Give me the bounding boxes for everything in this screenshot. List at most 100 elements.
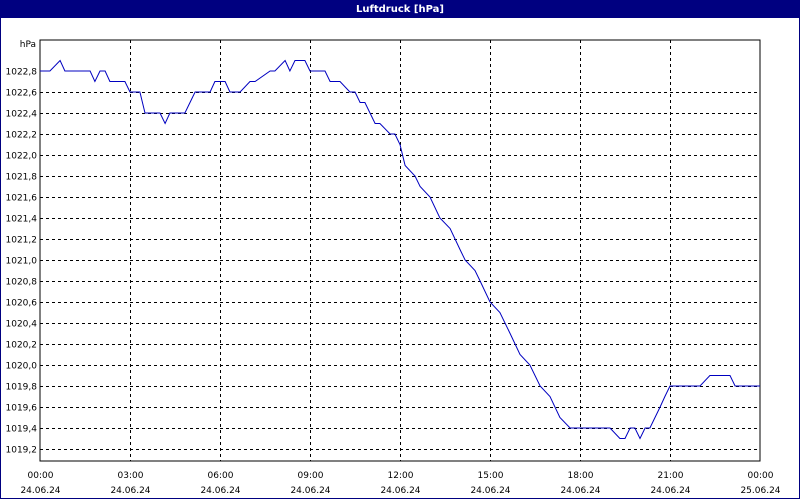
pressure-data-point xyxy=(90,70,91,71)
pressure-data-point xyxy=(129,91,130,92)
pressure-data-point xyxy=(609,427,610,428)
x-tick-time-label: 18:00 xyxy=(568,471,594,481)
pressure-data-point xyxy=(420,186,421,187)
pressure-data-point xyxy=(94,81,95,82)
pressure-data-point xyxy=(354,91,355,92)
pressure-data-point xyxy=(474,270,475,271)
x-tick-date-label: 24.06.24 xyxy=(650,486,690,496)
pressure-data-point xyxy=(624,438,625,439)
pressure-data-point xyxy=(294,60,295,61)
pressure-data-point xyxy=(364,102,365,103)
pressure-data-point xyxy=(660,406,661,407)
pressure-data-point xyxy=(429,196,430,197)
pressure-data-point xyxy=(664,396,665,397)
plot-area-border xyxy=(39,39,761,462)
pressure-data-point xyxy=(349,91,350,92)
grid-lines xyxy=(40,40,760,461)
pressure-data-point xyxy=(139,91,140,92)
x-tick-date-label: 24.06.24 xyxy=(20,486,60,496)
pressure-data-point xyxy=(489,301,490,302)
pressure-data-point xyxy=(619,438,620,439)
pressure-data-point xyxy=(379,123,380,124)
pressure-data-point xyxy=(465,259,466,260)
y-axis-unit-label: hPa xyxy=(20,40,36,50)
pressure-data-point xyxy=(699,385,700,386)
pressure-data-point xyxy=(630,427,631,428)
pressure-data-point xyxy=(394,133,395,134)
pressure-data-point xyxy=(124,81,125,82)
pressure-data-point xyxy=(159,112,160,113)
pressure-data-point xyxy=(450,228,451,229)
pressure-data-point xyxy=(634,427,635,428)
pressure-data-point xyxy=(249,81,250,82)
series-layer xyxy=(40,59,760,440)
pressure-data-point xyxy=(105,70,106,71)
pressure-data-point xyxy=(165,123,166,124)
pressure-data-point xyxy=(735,385,736,386)
pressure-data-point xyxy=(579,427,580,428)
y-tick-label: 1021,8 xyxy=(6,173,38,183)
pressure-data-point xyxy=(480,280,481,281)
x-tick-date-label: 24.06.24 xyxy=(290,486,330,496)
x-axis-tick-labels: 00:00 24.06.24 03:00 24.06.24 06:00 24.06.24 0… xyxy=(20,471,780,496)
pressure-data-point xyxy=(99,70,100,71)
y-tick-label: 1020,8 xyxy=(6,278,38,288)
x-tick-time-label: 03:00 xyxy=(118,471,144,481)
pressure-data-point xyxy=(324,70,325,71)
pressure-data-point xyxy=(375,123,376,124)
y-tick-label: 1020,0 xyxy=(6,362,38,372)
pressure-series-line xyxy=(40,59,760,440)
pressure-data-point xyxy=(519,354,520,355)
pressure-data-point xyxy=(339,81,340,82)
y-tick-label: 1021,2 xyxy=(6,236,38,246)
y-tick-label: 1019,6 xyxy=(6,404,38,414)
pressure-data-point xyxy=(405,165,406,166)
pressure-data-point xyxy=(459,249,460,250)
x-tick-time-label: 00:00 xyxy=(748,471,774,481)
x-tick-time-label: 06:00 xyxy=(208,471,234,481)
pressure-data-point xyxy=(549,396,550,397)
y-tick-label: 1020,6 xyxy=(6,299,38,309)
pressure-data-point xyxy=(229,91,230,92)
pressure-data-point xyxy=(570,427,571,428)
x-tick-time-label: 00:00 xyxy=(28,471,54,481)
pressure-data-point xyxy=(285,60,286,61)
pressure-data-point xyxy=(729,375,730,376)
pressure-data-point xyxy=(639,438,640,439)
y-tick-label: 1021,0 xyxy=(6,257,38,267)
pressure-data-point xyxy=(240,91,241,92)
pressure-data-point xyxy=(109,81,110,82)
y-tick-label: 1021,4 xyxy=(6,215,38,225)
y-tick-label: 1021,6 xyxy=(6,194,38,204)
x-tick-date-label: 24.06.24 xyxy=(200,486,240,496)
pressure-data-point xyxy=(510,333,511,334)
pressure-data-point xyxy=(540,385,541,386)
pressure-data-point xyxy=(390,133,391,134)
y-tick-label: 1019,8 xyxy=(6,383,38,393)
x-tick-time-label: 09:00 xyxy=(298,471,324,481)
y-tick-label: 1019,2 xyxy=(6,446,38,456)
pressure-data-point xyxy=(189,102,190,103)
pressure-data-point xyxy=(274,70,275,71)
pressure-data-point xyxy=(330,81,331,82)
chart-title: Luftdruck [hPa] xyxy=(356,3,444,15)
y-axis-tick-labels: 1022,8 1022,6 1022,4 1022,2 1022,0 1021,8 1021… xyxy=(6,68,38,456)
pressure-data-point xyxy=(675,385,676,386)
y-tick-label: 1022,0 xyxy=(6,152,38,162)
pressure-data-point xyxy=(214,81,215,82)
chart-title-bar: Luftdruck [hPa] xyxy=(0,0,800,18)
x-tick-date-label: 25.06.24 xyxy=(740,486,780,496)
pressure-data-point xyxy=(399,144,400,145)
y-tick-label: 1019,4 xyxy=(6,425,38,435)
pressure-data-point xyxy=(195,91,196,92)
y-tick-label: 1022,4 xyxy=(6,110,38,120)
pressure-data-point xyxy=(714,375,715,376)
y-tick-label: 1020,4 xyxy=(6,320,38,330)
pressure-data-point xyxy=(309,70,310,71)
pressure-data-point xyxy=(270,70,271,71)
pressure-data-point xyxy=(210,91,211,92)
pressure-data-point xyxy=(304,60,305,61)
pressure-data-point xyxy=(360,102,361,103)
x-tick-date-label: 24.06.24 xyxy=(110,486,150,496)
